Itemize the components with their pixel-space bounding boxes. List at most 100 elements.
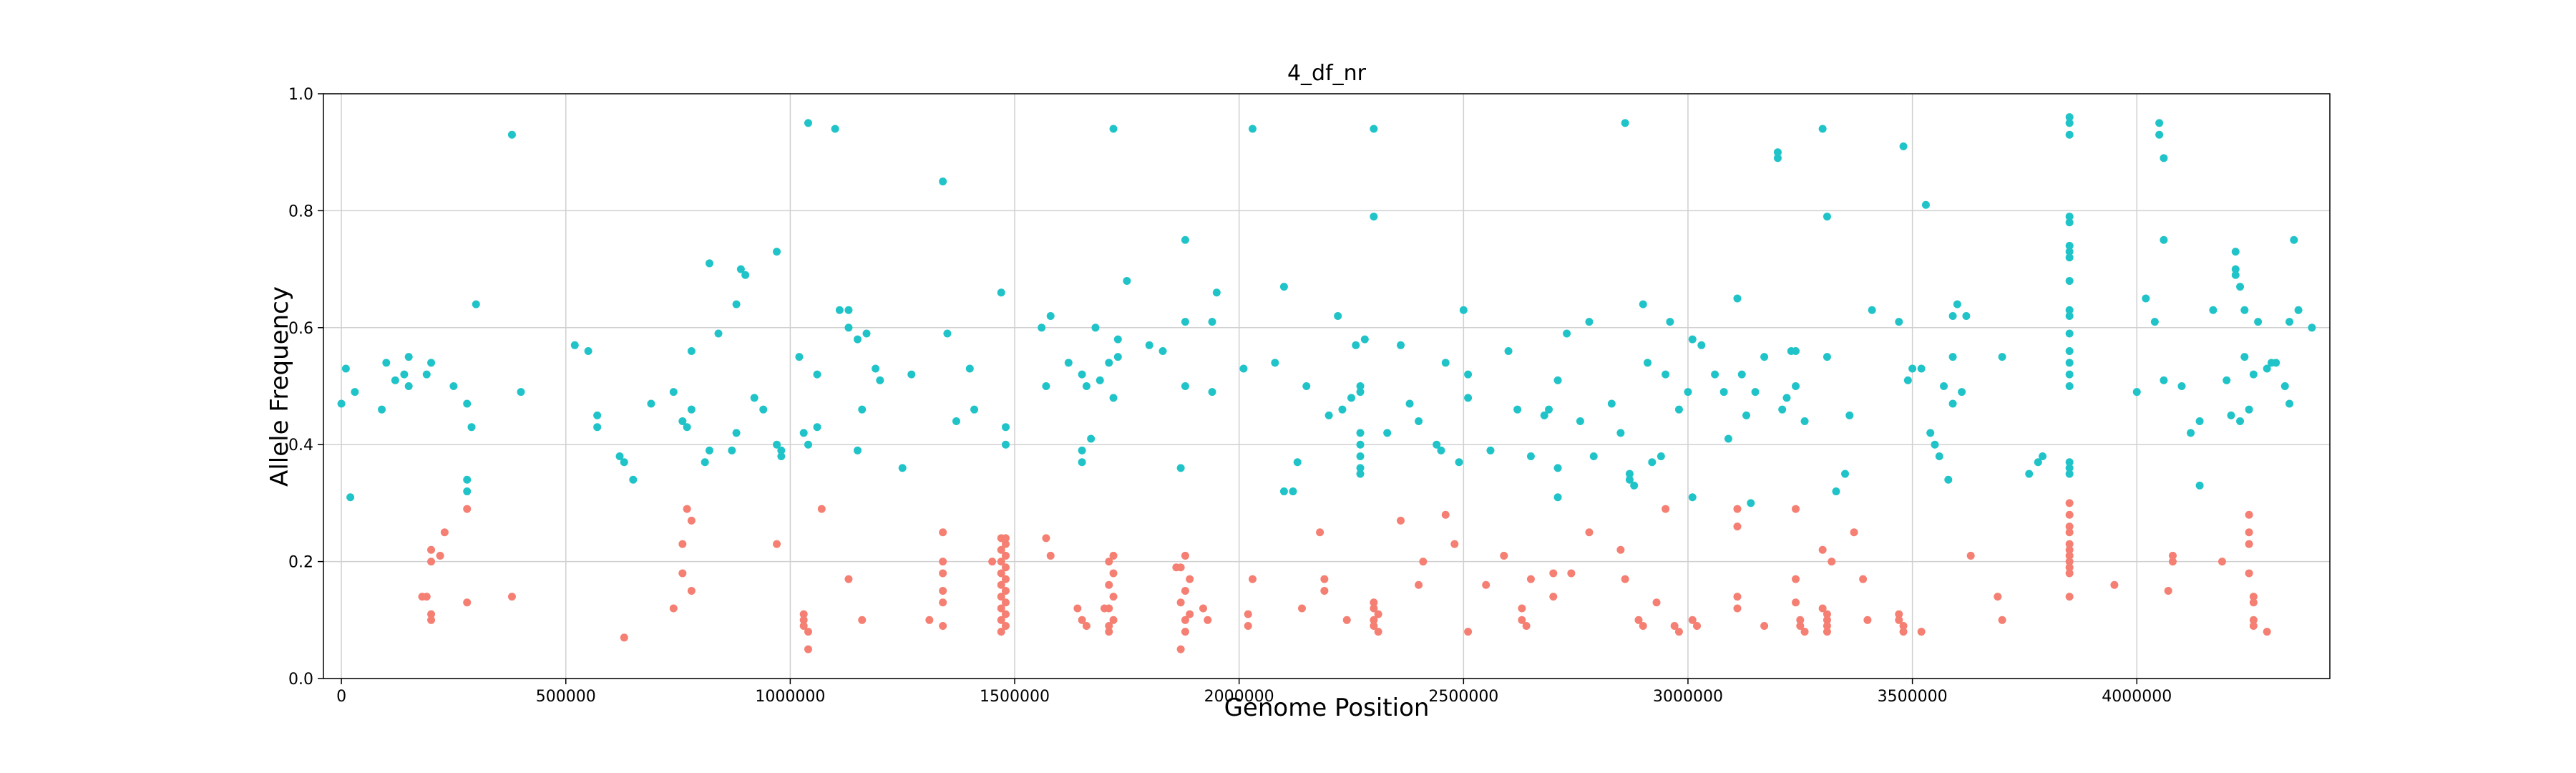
point xyxy=(2249,598,2258,607)
point xyxy=(463,505,472,513)
point xyxy=(1181,382,1189,390)
point xyxy=(1370,604,1378,613)
point xyxy=(1248,125,1257,133)
point xyxy=(687,405,696,414)
point xyxy=(1733,604,1742,613)
point xyxy=(2209,306,2218,314)
point xyxy=(1145,341,1153,349)
point xyxy=(2065,359,2074,367)
point xyxy=(1123,276,1131,285)
point xyxy=(2065,510,2074,519)
point xyxy=(669,604,678,613)
point xyxy=(1356,440,1365,449)
point xyxy=(2231,271,2240,279)
point xyxy=(1998,353,2006,361)
point xyxy=(2227,411,2235,419)
point xyxy=(1526,452,1535,461)
point xyxy=(2164,586,2172,595)
x-tick-label: 2000000 xyxy=(1204,688,1274,706)
point xyxy=(382,359,391,367)
point xyxy=(1845,411,1854,419)
point xyxy=(1001,551,1010,560)
point xyxy=(570,341,579,349)
point xyxy=(799,616,808,624)
point xyxy=(467,423,476,432)
point xyxy=(907,370,916,379)
point xyxy=(1747,499,1755,507)
point xyxy=(1347,394,1356,402)
point xyxy=(1415,417,1423,426)
point xyxy=(732,300,741,308)
point xyxy=(1563,329,1571,338)
point xyxy=(404,353,413,361)
point xyxy=(1500,551,1508,560)
point xyxy=(1109,569,1118,578)
point xyxy=(1630,481,1639,490)
point xyxy=(1926,429,1935,437)
point xyxy=(799,429,808,437)
point xyxy=(701,458,709,467)
point xyxy=(1903,376,1912,384)
point xyxy=(1105,580,1113,589)
point xyxy=(1576,417,1584,426)
point xyxy=(2223,376,2231,384)
point xyxy=(1994,593,2002,601)
point xyxy=(1433,440,1441,449)
point xyxy=(1441,510,1450,519)
point xyxy=(1244,610,1252,618)
point xyxy=(1320,575,1329,583)
point xyxy=(1778,405,1787,414)
x-tick-label: 3500000 xyxy=(1878,688,1948,706)
point xyxy=(1374,628,1382,636)
point xyxy=(988,558,997,566)
point xyxy=(804,119,812,127)
point xyxy=(1639,300,1647,308)
point xyxy=(1105,604,1113,613)
x-tick-label: 1500000 xyxy=(980,688,1050,706)
point xyxy=(831,125,839,133)
point xyxy=(1176,464,1185,472)
point xyxy=(844,575,853,583)
point xyxy=(1279,283,1288,291)
point xyxy=(1522,621,1531,630)
point xyxy=(2272,359,2280,367)
point xyxy=(939,569,947,578)
point xyxy=(1616,429,1625,437)
point xyxy=(2034,458,2042,467)
point xyxy=(1863,616,1872,624)
x-tick-label: 3000000 xyxy=(1653,688,1723,706)
point xyxy=(1352,341,1360,349)
point xyxy=(620,633,628,642)
point xyxy=(943,329,952,338)
point xyxy=(1773,148,1782,157)
point xyxy=(1109,394,1118,402)
point xyxy=(1082,621,1091,630)
point xyxy=(1078,446,1086,454)
point xyxy=(2168,558,2177,566)
point xyxy=(1666,318,1674,326)
point xyxy=(1553,464,1562,472)
point xyxy=(1186,610,1194,618)
point xyxy=(2132,388,2141,397)
point xyxy=(1113,335,1122,344)
point xyxy=(1899,621,1908,630)
point xyxy=(741,271,750,279)
point xyxy=(1397,516,1405,525)
point xyxy=(939,621,947,630)
point xyxy=(1360,335,1369,344)
x-tick-label: 4000000 xyxy=(2102,688,2172,706)
point xyxy=(1482,580,1491,589)
point xyxy=(1096,376,1104,384)
point xyxy=(1204,616,1212,624)
point xyxy=(1176,645,1185,653)
point xyxy=(2065,306,2074,314)
point xyxy=(2294,306,2303,314)
point xyxy=(1181,318,1189,326)
point xyxy=(1921,200,1930,209)
point xyxy=(2065,213,2074,221)
point xyxy=(593,423,602,432)
point xyxy=(1792,598,1800,607)
point xyxy=(2150,318,2159,326)
point xyxy=(1437,446,1445,454)
point xyxy=(2280,382,2289,390)
